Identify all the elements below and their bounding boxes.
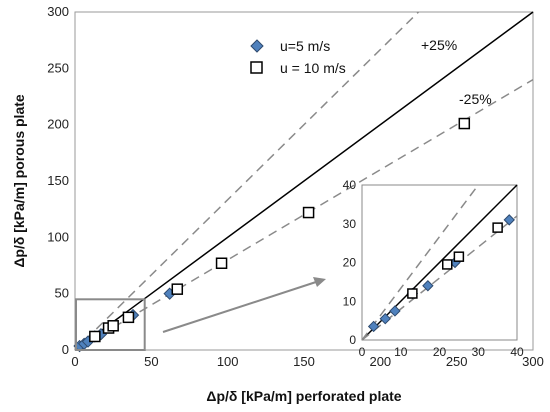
data-point-u10 — [458, 117, 471, 130]
x-axis-label: Δp/δ [kPa/m] perforated plate — [206, 388, 401, 404]
data-point-u5 — [367, 320, 380, 333]
legend: u=5 m/s u = 10 m/s — [250, 38, 346, 76]
reference-line-plus-25 — [74, 11, 420, 351]
y-tick-label: 300 — [47, 4, 69, 19]
x-tick-label: 0 — [359, 345, 366, 359]
data-point-u10 — [492, 222, 503, 233]
legend-marker-diamond — [250, 39, 264, 53]
y-tick-label: 30 — [343, 217, 357, 231]
x-tick-label: 250 — [446, 354, 468, 369]
annotation-plus-25: +25% — [421, 37, 457, 53]
reference-line-parity — [361, 184, 518, 341]
data-point-u10 — [107, 320, 119, 332]
inset-tick-labels: 0 10 20 30 40 0 10 20 30 40 — [343, 178, 524, 359]
y-tick-label: 200 — [47, 117, 69, 132]
data-point-u10 — [453, 251, 465, 262]
data-point-u10 — [442, 259, 453, 270]
y-tick-label: 20 — [343, 256, 357, 270]
y-tick-label: 100 — [47, 229, 69, 244]
y-tick-label: 0 — [349, 333, 356, 347]
x-tick-label: 40 — [510, 345, 524, 359]
y-tick-label: 40 — [343, 178, 357, 192]
data-point-u5 — [389, 305, 401, 317]
y-tick-label: 150 — [47, 173, 69, 188]
data-point-u10 — [407, 288, 418, 299]
legend-label-u10: u = 10 m/s — [280, 60, 346, 76]
data-point-u10 — [215, 257, 228, 269]
y-tick-label: 250 — [47, 60, 69, 75]
x-tick-label: 20 — [433, 345, 447, 359]
inset-data-points — [367, 214, 515, 333]
zoom-region-box — [75, 298, 146, 351]
data-point-u10 — [302, 206, 315, 219]
y-tick-label: 0 — [62, 342, 69, 357]
data-point-u5 — [503, 214, 515, 226]
zoom-arrow-line — [162, 281, 317, 333]
x-tick-label: 50 — [144, 354, 158, 369]
legend-label-u5: u=5 m/s — [280, 38, 330, 54]
x-tick-label: 300 — [522, 354, 544, 369]
y-tick-label: 10 — [343, 294, 357, 308]
data-point-u10 — [89, 330, 101, 343]
reference-line-minus-25 — [74, 78, 534, 351]
x-tick-label: 10 — [394, 345, 408, 359]
main-reference-lines — [74, 11, 534, 351]
data-point-u5 — [422, 280, 434, 292]
annotation-minus-25: -25% — [459, 91, 492, 107]
y-tick-label: 50 — [55, 286, 69, 301]
x-tick-label: 100 — [217, 354, 239, 369]
x-tick-label: 0 — [71, 354, 78, 369]
reference-line-parity — [74, 11, 534, 351]
x-tick-label: 30 — [472, 345, 486, 359]
x-tick-label: 200 — [369, 354, 391, 369]
x-tick-label: 150 — [293, 354, 315, 369]
y-axis-label: Δp/δ [kPa/m] porous plate — [11, 94, 27, 268]
data-point-u5 — [379, 312, 391, 325]
legend-marker-square — [250, 61, 263, 74]
data-point-u10 — [171, 283, 184, 295]
reference-line-plus-25 — [361, 184, 479, 341]
data-point-u10 — [122, 311, 135, 324]
zoom-arrow-head — [313, 277, 326, 287]
